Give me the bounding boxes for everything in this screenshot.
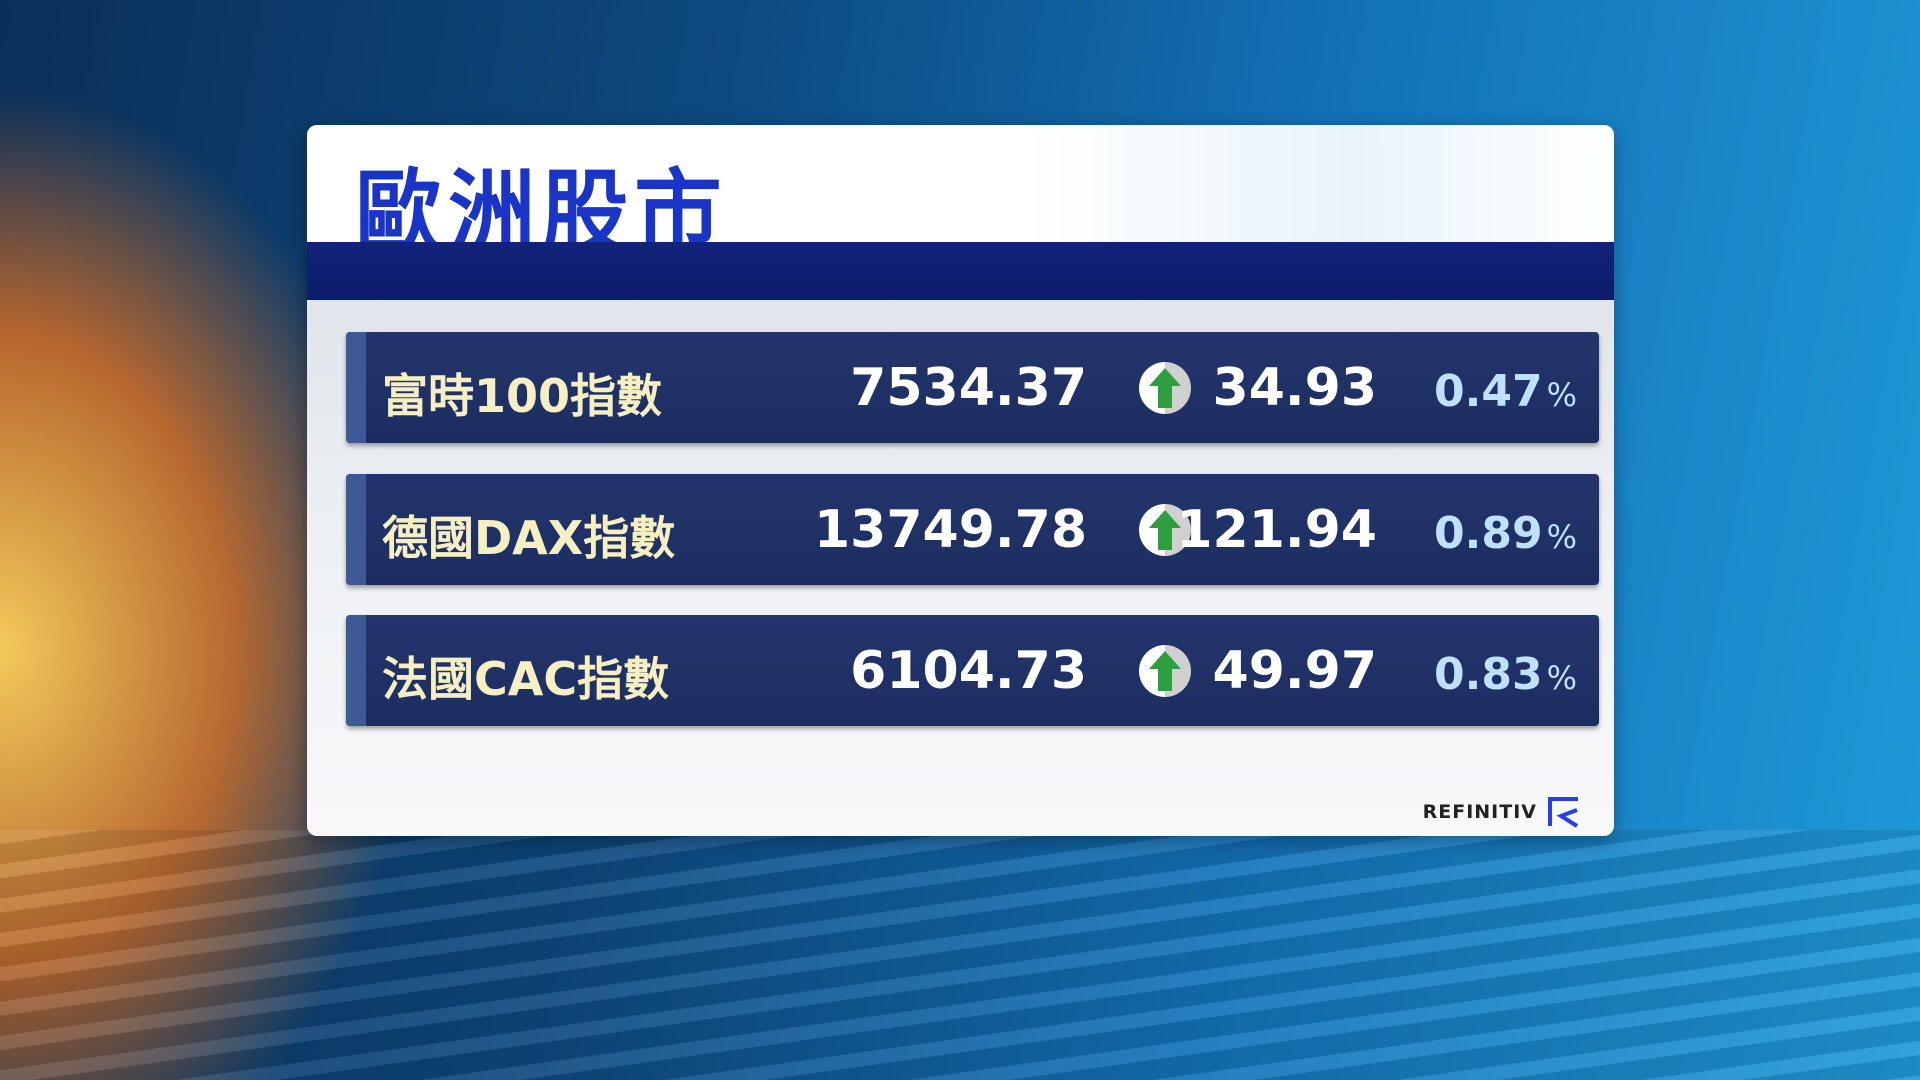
index-change: 34.93	[1212, 358, 1377, 418]
title-bar: 歐洲股市	[307, 125, 1614, 267]
percent-sign: %	[1546, 376, 1577, 414]
index-row-ftse: 富時100指數 7534.37 34.93 0.47%	[346, 332, 1599, 443]
title-band	[307, 242, 1614, 300]
index-value: 7534.37	[850, 358, 1087, 418]
index-name: 富時100指數	[382, 369, 663, 423]
index-percent: 0.47%	[1434, 366, 1577, 417]
index-percent: 0.89%	[1434, 508, 1577, 559]
market-panel: 歐洲股市 富時100指數 7534.37 34.93 0.47% 德國DAX指數…	[307, 125, 1614, 836]
refinitiv-logo: REFINITIV	[1423, 796, 1581, 828]
percent-sign: %	[1546, 518, 1577, 556]
up-arrow-icon	[1139, 645, 1191, 697]
percent-value: 0.89	[1434, 508, 1543, 559]
refinitiv-mark-icon	[1548, 797, 1579, 828]
index-change: 49.97	[1212, 641, 1377, 701]
percent-sign: %	[1546, 659, 1577, 697]
percent-value: 0.83	[1434, 649, 1543, 700]
index-row-cac: 法國CAC指數 6104.73 49.97 0.83%	[346, 615, 1599, 726]
index-value: 13749.78	[813, 500, 1087, 560]
index-percent: 0.83%	[1434, 649, 1577, 700]
index-change: 121.94	[1176, 500, 1377, 560]
background-floor	[0, 830, 1920, 1080]
logo-text: REFINITIV	[1422, 801, 1537, 823]
index-name: 德國DAX指數	[382, 511, 676, 565]
up-arrow-icon	[1139, 504, 1191, 556]
percent-value: 0.47	[1434, 366, 1543, 417]
index-row-dax: 德國DAX指數 13749.78 121.94 0.89%	[346, 474, 1599, 585]
up-arrow-icon	[1139, 362, 1191, 414]
index-name: 法國CAC指數	[382, 652, 670, 706]
index-value: 6104.73	[850, 641, 1087, 701]
